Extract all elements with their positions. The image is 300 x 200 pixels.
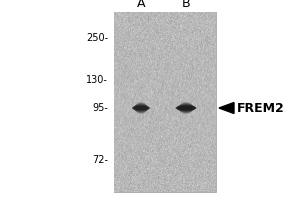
Ellipse shape [179,102,193,114]
Ellipse shape [134,103,148,113]
Text: FREM2: FREM2 [237,102,285,114]
Text: 130-: 130- [86,75,108,85]
Ellipse shape [176,106,197,110]
Ellipse shape [135,102,147,114]
Text: 250-: 250- [86,33,108,43]
Text: 95-: 95- [92,103,108,113]
Ellipse shape [133,104,149,112]
Text: A: A [137,0,145,10]
Ellipse shape [177,104,195,112]
Text: B: B [182,0,190,10]
Polygon shape [219,102,234,114]
Ellipse shape [132,106,150,110]
Bar [114,12,216,192]
Ellipse shape [178,103,194,113]
Text: 72-: 72- [92,155,108,165]
